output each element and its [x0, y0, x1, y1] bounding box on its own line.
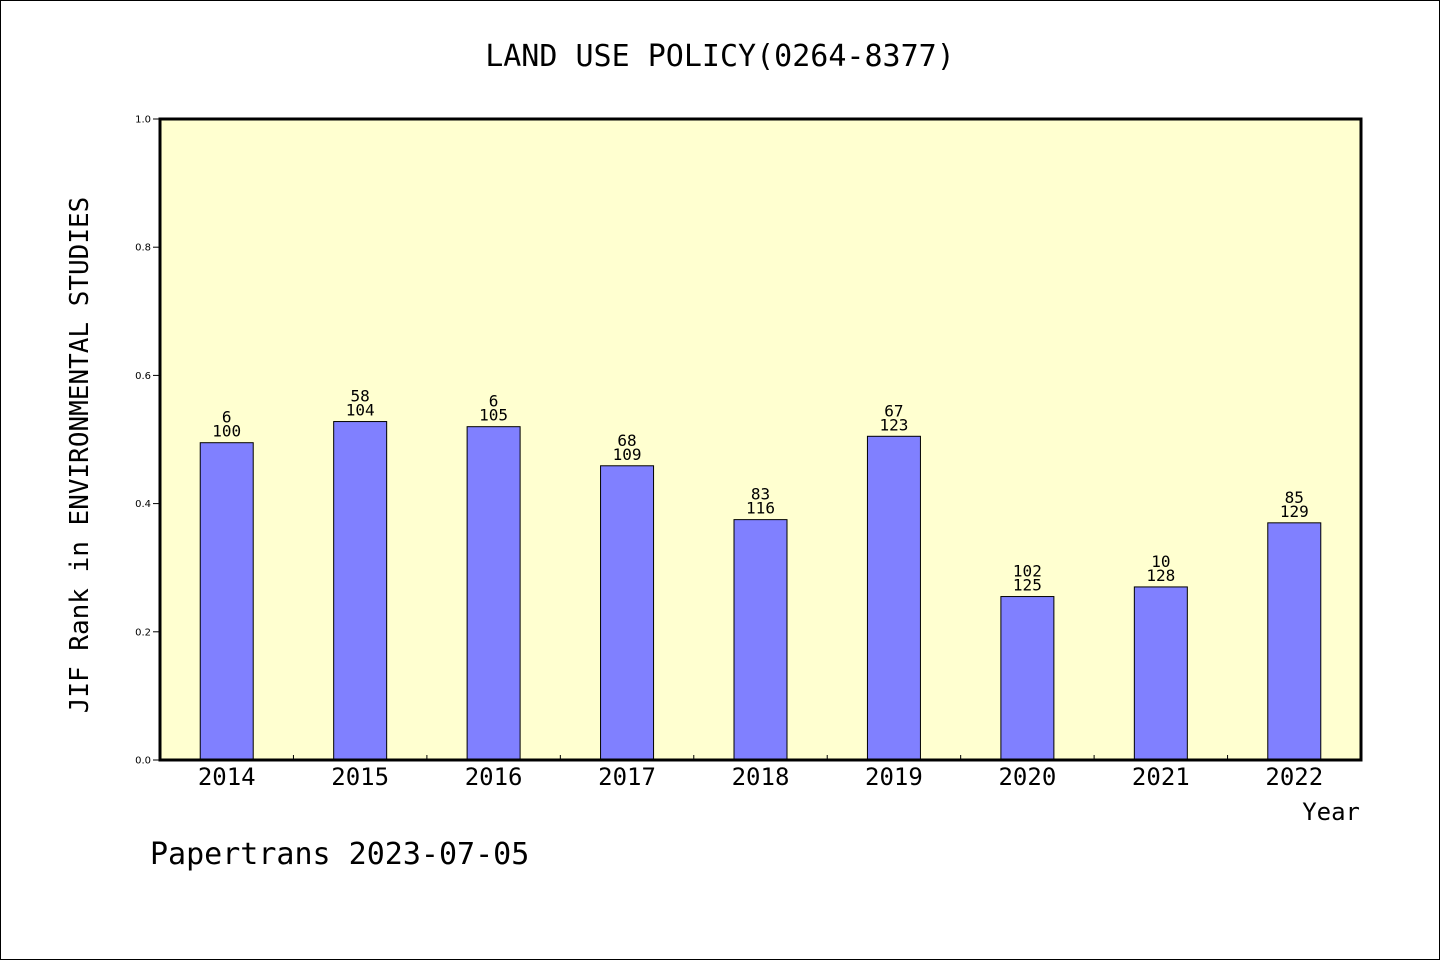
y-tick-label-0.4: 0.4 — [135, 499, 151, 510]
total-label-2019: 123 — [879, 415, 908, 434]
total-label-2015: 104 — [346, 401, 375, 420]
bar-2019 — [866, 435, 921, 761]
x-tick-label-2014: 2014 — [198, 763, 256, 791]
total-label-2021: 128 — [1146, 566, 1175, 585]
x-tick-label-2017: 2017 — [598, 763, 656, 791]
rank-label-2021: 10 — [1151, 552, 1170, 571]
bar-2016 — [466, 426, 521, 761]
x-tick-label-2016: 2016 — [465, 763, 523, 791]
bar-2018 — [733, 519, 788, 761]
x-tick-label-2019: 2019 — [865, 763, 923, 791]
x-tick-label-2015: 2015 — [331, 763, 389, 791]
total-label-2016: 105 — [479, 406, 508, 425]
total-label-2018: 116 — [746, 499, 775, 518]
y-tick-label-0.6: 0.6 — [135, 371, 151, 382]
total-label-2014: 100 — [212, 422, 241, 441]
total-label-2020: 125 — [1013, 576, 1042, 595]
rank-label-2017: 68 — [617, 431, 636, 450]
bar-2017 — [600, 465, 655, 761]
rank-label-2015: 58 — [351, 387, 370, 406]
total-label-2022: 129 — [1280, 502, 1309, 521]
y-tick-label-0.0: 0.0 — [135, 756, 151, 767]
bar-2022 — [1267, 522, 1322, 761]
x-tick-label-2022: 2022 — [1265, 763, 1323, 791]
y-tick-label-0.2: 0.2 — [135, 627, 151, 638]
x-axis-label: Year — [1302, 798, 1360, 826]
x-axis-ticks: 2014 2015 2016 2017 2018 2019 2020 2021 2022 — [198, 755, 1323, 791]
rank-label-2019: 67 — [884, 401, 903, 420]
chart-title: LAND USE POLICY(0264-8377) — [485, 39, 955, 74]
x-tick-label-2020: 2020 — [998, 763, 1056, 791]
plot-border — [158, 117, 1363, 762]
x-tick-label-2021: 2021 — [1132, 763, 1190, 791]
rank-label-2014: 6 — [222, 408, 232, 427]
rank-label-2018: 83 — [751, 485, 770, 504]
bar-2020 — [1000, 596, 1055, 761]
bar-2021 — [1133, 586, 1188, 761]
total-label-2017: 109 — [613, 445, 642, 464]
footer-credit: Papertrans 2023-07-05 — [150, 837, 529, 872]
rank-label-2020: 102 — [1013, 562, 1042, 581]
y-tick-label-0.8: 0.8 — [135, 243, 151, 254]
x-tick-label-2018: 2018 — [732, 763, 790, 791]
bar-2015 — [333, 421, 388, 761]
bar-2014 — [199, 442, 254, 761]
bars-group — [199, 421, 1322, 761]
y-tick-label-1.0: 1.0 — [135, 115, 151, 126]
y-axis-label: JIF Rank in ENVIRONMENTAL STUDIES — [65, 197, 95, 714]
rank-label-2022: 85 — [1285, 488, 1304, 507]
rank-label-2016: 6 — [489, 392, 499, 411]
y-axis-ticks: 0.0 0.2 0.4 0.6 0.8 1.0 — [135, 115, 160, 767]
